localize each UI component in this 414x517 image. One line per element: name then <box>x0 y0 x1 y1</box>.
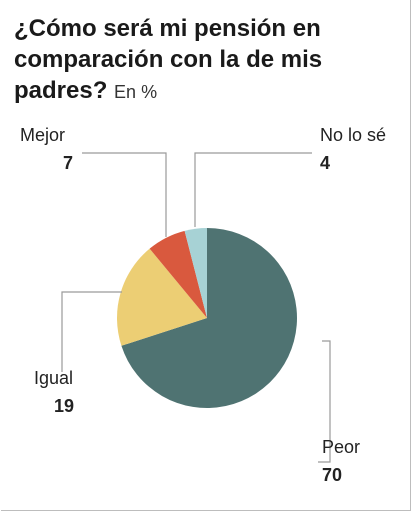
unit-label: En % <box>114 82 158 102</box>
leader-line-0 <box>318 340 331 463</box>
pie-slice-0 <box>121 228 297 408</box>
pie-slice-2 <box>149 230 207 318</box>
slice-label-3: No lo sé <box>320 125 386 145</box>
slice-value-1: 19 <box>54 396 74 416</box>
slice-label-1: Igual <box>34 368 73 388</box>
leader-line-1 <box>61 291 122 372</box>
leader-line-2 <box>82 152 167 237</box>
slice-value-3: 4 <box>320 153 330 173</box>
leader-line-3 <box>194 152 312 227</box>
slice-value-0: 70 <box>322 465 342 485</box>
title-text: ¿Cómo será mi pensión en comparación con… <box>14 15 323 104</box>
chart-frame <box>1 0 411 511</box>
slice-value-2: 7 <box>63 153 73 173</box>
slice-label-0: Peor <box>322 437 360 457</box>
pie-slice-1 <box>117 248 207 346</box>
slice-label-2: Mejor <box>20 125 65 145</box>
chart-title: ¿Cómo será mi pensión en comparación con… <box>14 13 394 108</box>
pie-slice-3 <box>184 228 207 318</box>
